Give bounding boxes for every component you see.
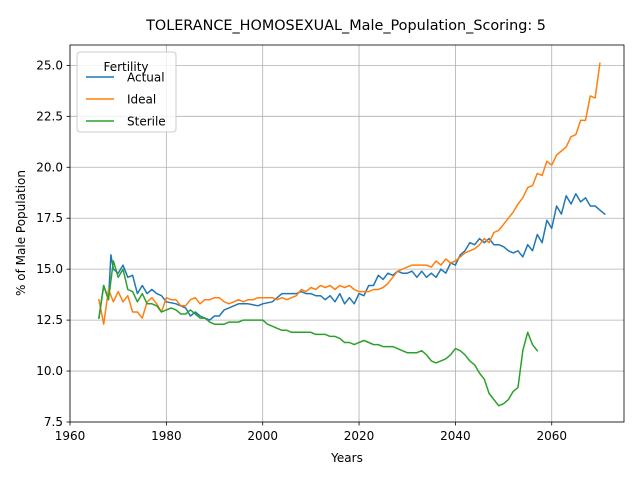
- series-line-sterile: [98, 260, 539, 407]
- x-tick-label: 2060: [536, 429, 567, 443]
- legend-title: Fertility: [103, 60, 148, 74]
- chart-title: TOLERANCE_HOMOSEXUAL_Male_Population_Sco…: [145, 18, 546, 34]
- y-tick-label: 22.5: [36, 109, 63, 123]
- y-tick-label: 15.0: [36, 262, 63, 276]
- y-axis-label: % of Male Population: [14, 170, 28, 296]
- axes: 1960 1980 2000 2020 2040 2060 7.5 10.0 12.5 15.0 1…: [36, 58, 567, 443]
- plot-frame: [69, 44, 625, 423]
- y-tick-label: 10.0: [36, 364, 63, 378]
- x-tick-label: 2020: [344, 429, 375, 443]
- series-line-ideal: [98, 62, 601, 325]
- y-tick-label: 17.5: [36, 211, 63, 225]
- x-tick-label: 1980: [151, 429, 182, 443]
- y-tick-label: 25.0: [36, 58, 63, 72]
- x-tick-label: 2040: [440, 429, 471, 443]
- legend-label-actual: Actual: [127, 71, 165, 85]
- legend-label-sterile: Sterile: [127, 115, 166, 129]
- x-tick-label: 2000: [247, 429, 278, 443]
- legend: Fertility Actual Ideal Sterile: [76, 51, 177, 133]
- legend-items: Actual Ideal Sterile: [86, 71, 166, 129]
- series-lines: [98, 62, 606, 407]
- legend-label-ideal: Ideal: [127, 93, 156, 107]
- y-tick-label: 12.5: [36, 313, 63, 327]
- y-tick-label: 7.5: [44, 415, 63, 429]
- y-tick-label: 20.0: [36, 160, 63, 174]
- grid: [69, 45, 624, 423]
- legend-box: [76, 51, 177, 133]
- x-axis-label: Years: [330, 451, 363, 465]
- x-tick-label: 1960: [55, 429, 86, 443]
